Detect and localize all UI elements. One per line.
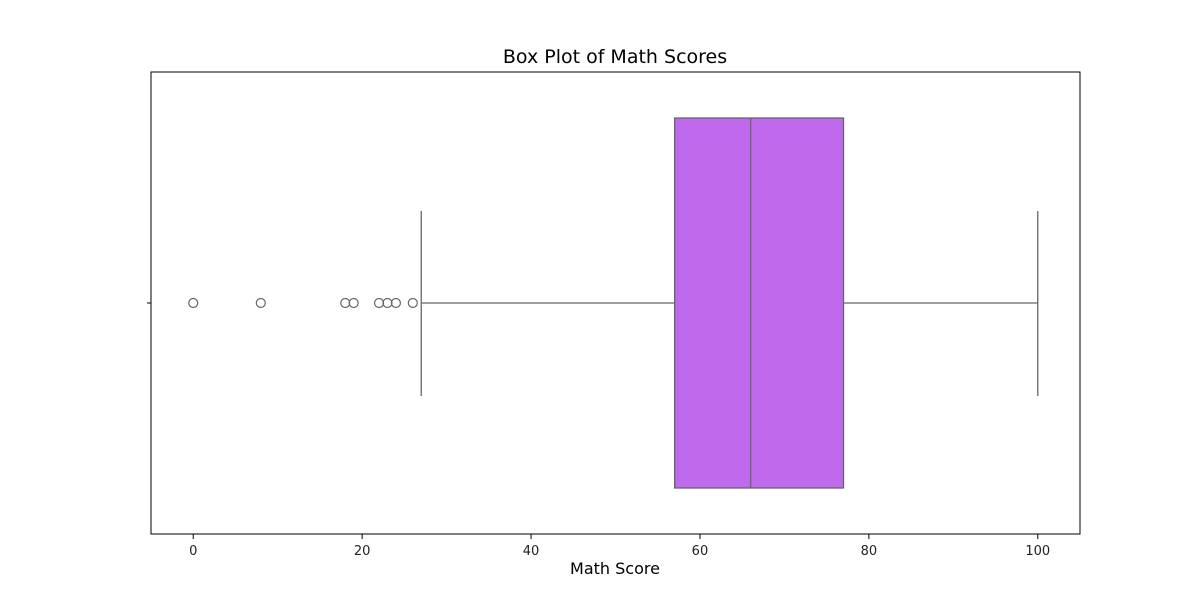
outlier-point <box>255 297 266 309</box>
x-tick-label: 60 <box>692 544 709 559</box>
x-tick-label: 100 <box>1025 544 1050 559</box>
x-tick-label: 80 <box>861 544 878 559</box>
outlier-point <box>348 297 359 309</box>
x-tick-label: 20 <box>354 544 371 559</box>
outlier-point <box>188 297 199 309</box>
x-tick-label: 40 <box>523 544 540 559</box>
outliers <box>188 297 418 309</box>
outlier-point <box>390 297 402 309</box>
outlier-point <box>340 297 351 309</box>
interquartile-box <box>673 117 845 489</box>
x-tick-label: 0 <box>189 544 197 559</box>
outlier-point <box>382 297 393 309</box>
outlier-point <box>407 297 418 309</box>
outlier-point <box>373 297 385 309</box>
x-axis-ticks: 0 20 40 60 80 100 <box>189 534 1050 559</box>
x-axis-label: Math Score <box>570 559 660 578</box>
chart-title: Box Plot of Math Scores <box>503 46 727 68</box>
box-group <box>420 117 1039 489</box>
